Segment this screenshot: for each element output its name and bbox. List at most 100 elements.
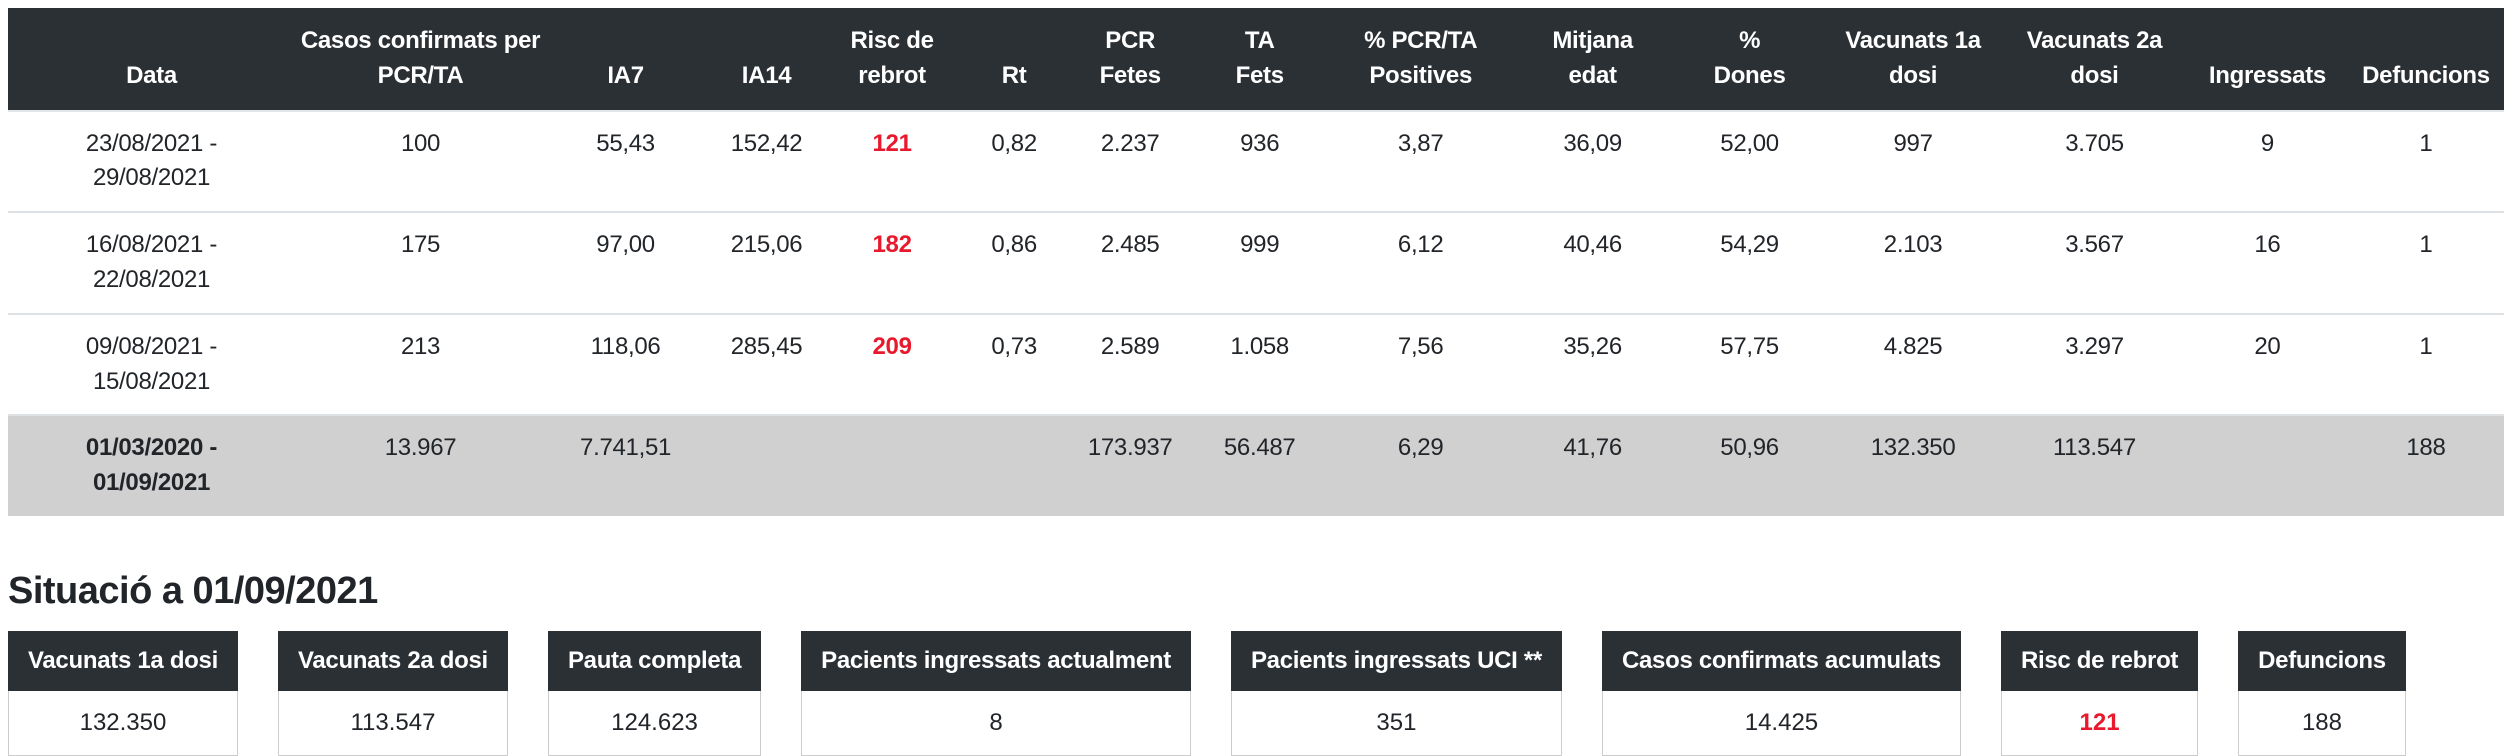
cell-pct-dones: 54,29 xyxy=(1720,231,1779,259)
column-header-vacunats-2a-dosi: Vacunats 2a dosi xyxy=(2002,8,2187,111)
cell-data: 01/03/2020 -01/09/2021 xyxy=(85,434,218,497)
card-value: 124.623 xyxy=(547,690,762,756)
column-header-mitjana-edat: Mitjana edat xyxy=(1510,8,1676,111)
cell-ingressats xyxy=(2187,415,2348,516)
cell-risc-de-rebrot: 182 xyxy=(872,231,912,259)
cell-ingressats: 9 xyxy=(2260,129,2274,157)
card-value: 8 xyxy=(801,690,1191,756)
cell-pct-pcr-ta-positives: 6,12 xyxy=(1397,231,1444,259)
card-label: Risc de rebrot xyxy=(2000,630,2199,691)
cell-risc-de-rebrot: 209 xyxy=(872,332,912,360)
column-header-pcr-fetes: PCR Fetes xyxy=(1072,8,1189,111)
cell-pct-pcr-ta-positives: 3,87 xyxy=(1397,129,1444,157)
table-row-week-1: 23/08/2021 -29/08/2021 100 55,43 152,42 … xyxy=(8,110,2504,213)
card-value: 132.350 xyxy=(8,690,238,756)
cell-vacunats-1a-dosi: 132.350 xyxy=(1870,434,1956,462)
cell-ia7: 118,06 xyxy=(590,332,661,360)
situation-title: Situació a 01/09/2021 xyxy=(8,569,378,612)
cell-defuncions: 188 xyxy=(2406,434,2446,462)
column-header-vacunats-1a-dosi: Vacunats 1a dosi xyxy=(1824,8,2003,111)
card-risc-de-rebrot: Risc de rebrot 121 xyxy=(2000,630,2199,756)
cell-pct-pcr-ta-positives: 7,56 xyxy=(1397,332,1444,360)
cell-ia7: 97,00 xyxy=(596,231,655,259)
cell-ia7: 7.741,51 xyxy=(580,434,672,462)
cell-mitjana-edat: 40,46 xyxy=(1563,231,1622,259)
column-header-defuncions: Defuncions xyxy=(2347,8,2504,111)
card-pacients-ingressats-uci: Pacients ingressats UCI ** 351 xyxy=(1230,630,1562,756)
cell-ingressats: 20 xyxy=(2254,332,2281,360)
table-header: Data Casos confirmats per PCR/TA IA7 IA14… xyxy=(8,8,2504,111)
cell-mitjana-edat: 36,09 xyxy=(1563,129,1622,157)
card-label: Vacunats 2a dosi xyxy=(277,630,508,691)
table-row-week-3: 09/08/2021 -15/08/2021 213 118,06 285,45… xyxy=(8,313,2504,416)
card-value: 121 xyxy=(2000,690,2199,756)
card-label: Defuncions xyxy=(2238,630,2406,691)
column-header-ingressats: Ingressats xyxy=(2186,8,2348,111)
cell-ia7: 55,43 xyxy=(596,129,655,157)
cell-mitjana-edat: 35,26 xyxy=(1563,332,1622,360)
cell-data: 09/08/2021 -15/08/2021 xyxy=(85,332,218,395)
card-casos-confirmats-acumulats: Casos confirmats acumulats 14.425 xyxy=(1601,630,1961,756)
column-header-ia7: IA7 xyxy=(546,8,706,111)
card-value: 188 xyxy=(2238,690,2406,756)
card-defuncions: Defuncions 188 xyxy=(2238,630,2406,756)
cell-ingressats: 16 xyxy=(2254,231,2281,259)
card-label: Casos confirmats acumulats xyxy=(1601,630,1961,691)
cell-defuncions: 1 xyxy=(2419,332,2433,360)
situation-cards: Vacunats 1a dosi 132.350 Vacunats 2a dos… xyxy=(8,630,2504,756)
table-row-total: 01/03/2020 -01/09/2021 13.967 7.741,51 1… xyxy=(8,415,2504,516)
cell-pcr-fetes: 173.937 xyxy=(1087,434,1173,462)
card-value: 351 xyxy=(1230,690,1562,756)
cell-vacunats-2a-dosi: 3.705 xyxy=(2065,129,2124,157)
cell-ta-fets: 56.487 xyxy=(1223,434,1296,462)
card-vacunats-1a-dosi: Vacunats 1a dosi 132.350 xyxy=(8,630,238,756)
cell-pcr-fetes: 2.589 xyxy=(1100,332,1160,360)
cell-vacunats-2a-dosi: 3.297 xyxy=(2065,332,2124,360)
column-header-casos-confirmats: Casos confirmats per PCR/TA xyxy=(295,8,547,111)
cell-rt: 0,73 xyxy=(991,332,1037,360)
card-label: Vacunats 1a dosi xyxy=(8,630,238,691)
cell-ia14: 152,42 xyxy=(730,129,803,157)
table-row-week-2: 16/08/2021 -22/08/2021 175 97,00 215,06 … xyxy=(8,212,2504,314)
cell-data: 16/08/2021 -22/08/2021 xyxy=(85,231,218,293)
card-vacunats-2a-dosi: Vacunats 2a dosi 113.547 xyxy=(277,630,508,756)
card-label: Pauta completa xyxy=(547,630,762,691)
cell-casos-confirmats: 213 xyxy=(400,332,441,360)
cell-vacunats-1a-dosi: 2.103 xyxy=(1883,231,1943,259)
cell-ia14 xyxy=(705,415,828,516)
column-header-data: Data xyxy=(8,8,295,111)
column-header-pct-dones: % Dones xyxy=(1675,8,1825,111)
cell-pcr-fetes: 2.237 xyxy=(1100,129,1160,157)
cell-vacunats-1a-dosi: 4.825 xyxy=(1883,332,1943,360)
card-label: Pacients ingressats actualment xyxy=(801,630,1191,691)
card-value: 14.425 xyxy=(1601,690,1961,756)
column-header-pct-pcr-ta-positives: % PCR/TA Positives xyxy=(1331,8,1511,111)
cell-ia14: 285,45 xyxy=(730,332,803,360)
cell-pct-dones: 50,96 xyxy=(1720,434,1779,462)
cell-ta-fets: 999 xyxy=(1240,231,1280,259)
card-pauta-completa: Pauta completa 124.623 xyxy=(547,630,762,756)
cell-pct-pcr-ta-positives: 6,29 xyxy=(1397,434,1444,462)
card-pacients-ingressats-actualment: Pacients ingressats actualment 8 xyxy=(801,630,1191,756)
cell-defuncions: 1 xyxy=(2419,129,2433,157)
cell-casos-confirmats: 175 xyxy=(400,231,441,259)
cell-ta-fets: 1.058 xyxy=(1230,332,1289,360)
cell-rt: 0,82 xyxy=(991,129,1037,157)
card-value: 113.547 xyxy=(277,690,508,756)
column-header-risc-de-rebrot: Risc de rebrot xyxy=(828,8,957,111)
cell-ia14: 215,06 xyxy=(730,231,803,259)
cell-vacunats-2a-dosi: 3.567 xyxy=(2065,231,2124,259)
cell-vacunats-2a-dosi: 113.547 xyxy=(2053,434,2136,462)
cell-rt: 0,86 xyxy=(991,231,1037,259)
header-row: Data Casos confirmats per PCR/TA IA7 IA14… xyxy=(8,8,2504,111)
column-header-ia14: IA14 xyxy=(705,8,829,111)
cell-defuncions: 1 xyxy=(2419,231,2433,259)
cell-vacunats-1a-dosi: 997 xyxy=(1893,129,1933,157)
cell-data: 23/08/2021 -29/08/2021 xyxy=(85,129,218,192)
cell-pct-dones: 57,75 xyxy=(1720,332,1779,360)
cell-rt xyxy=(956,415,1072,516)
cell-ta-fets: 936 xyxy=(1240,129,1280,157)
column-header-ta-fets: TA Fets xyxy=(1188,8,1332,111)
cell-risc-de-rebrot: 121 xyxy=(872,129,912,157)
